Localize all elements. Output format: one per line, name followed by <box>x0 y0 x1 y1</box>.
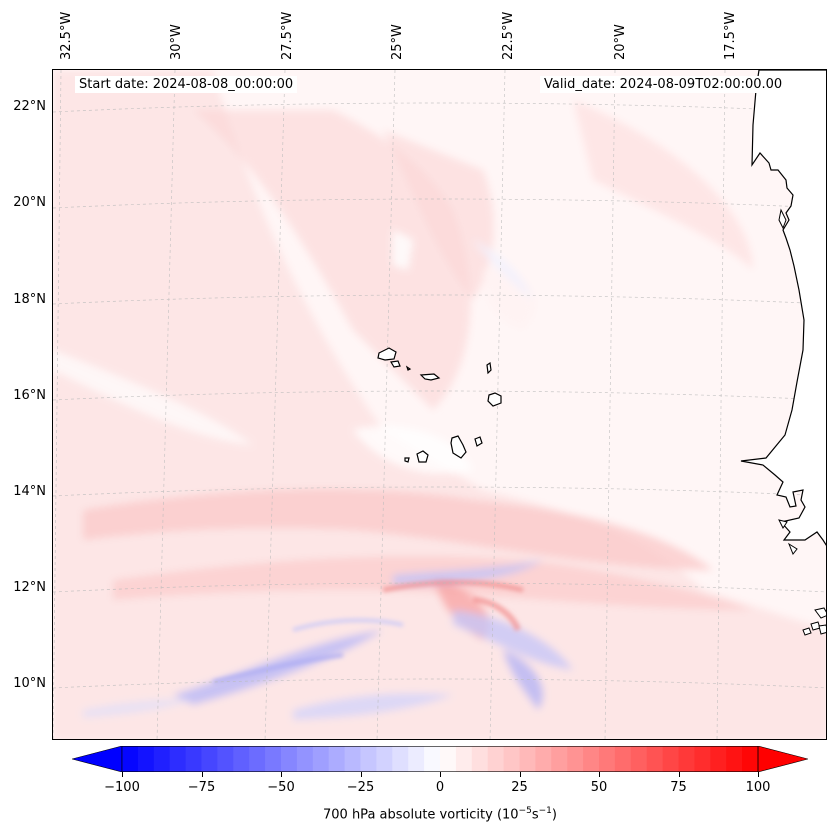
colorbar-segment <box>599 746 616 772</box>
african-coastline <box>740 70 826 636</box>
colorbar <box>70 745 810 773</box>
colorbar-segment <box>614 746 632 772</box>
colorbar-label-exp1: −5 <box>518 806 532 816</box>
colorbar-extend-max <box>757 745 810 773</box>
longitude-label: 20°W <box>613 24 628 60</box>
colorbar-segment <box>742 746 759 772</box>
colorbar-tickmark <box>360 772 362 777</box>
colorbar-tick-label: −100 <box>104 780 140 795</box>
colorbar-segment <box>233 746 250 772</box>
colorbar-segment <box>185 746 202 772</box>
colorbar-segment <box>726 746 743 772</box>
valid-date-label: Valid_date: 2024-08-09T02:00:00.00 <box>540 76 787 93</box>
colorbar-segment <box>567 746 584 772</box>
colorbar-segment <box>646 746 664 772</box>
colorbar-tick-label: −75 <box>187 780 216 795</box>
colorbar-segment <box>296 746 314 772</box>
colorbar-segment <box>360 746 377 772</box>
colorbar-label-exp2: −1 <box>538 806 552 816</box>
colorbar-segment <box>137 746 155 772</box>
colorbar-tick-label: −25 <box>346 780 375 795</box>
colorbar-segment <box>440 746 457 772</box>
colorbar-segment <box>551 746 568 772</box>
colorbar-segment <box>583 746 600 772</box>
colorbar-tick-label: −50 <box>267 780 295 795</box>
colorbar-segment <box>503 746 520 772</box>
colorbar-tickmark <box>122 772 123 777</box>
colorbar-segment <box>424 746 441 772</box>
gridlines <box>53 70 826 739</box>
cape-verde-islands <box>377 347 502 463</box>
colorbar-tick-label: 0 <box>435 780 445 795</box>
colorbar-tickmark <box>678 772 680 777</box>
colorbar-gradient <box>70 745 810 773</box>
colorbar-segment <box>312 746 330 772</box>
colorbar-segment <box>710 746 727 772</box>
colorbar-segment <box>678 746 695 772</box>
colorbar-label-end: ) <box>551 807 557 823</box>
colorbar-tickmark <box>758 772 759 777</box>
colorbar-segment <box>662 746 679 772</box>
longitude-label: 22.5°W <box>501 11 516 60</box>
colorbar-segment <box>122 746 139 772</box>
colorbar-tickmark <box>201 772 203 777</box>
latitude-label: 20°N <box>13 195 46 210</box>
colorbar-tickmark <box>519 772 521 777</box>
colorbar-tick-label: 100 <box>745 780 771 795</box>
latitude-label: 18°N <box>13 292 46 307</box>
colorbar-segment <box>281 746 298 772</box>
colorbar-tickmark <box>599 772 600 777</box>
latitude-label: 16°N <box>13 388 46 403</box>
latitude-label: 22°N <box>13 99 46 114</box>
colorbar-tick-label: 25 <box>511 780 528 795</box>
vorticity-map <box>52 69 827 740</box>
longitude-label: 32.5°W <box>59 11 74 60</box>
longitude-label: 17.5°W <box>723 11 738 60</box>
colorbar-segment <box>694 746 711 772</box>
colorbar-segment <box>455 746 473 772</box>
colorbar-border <box>121 746 759 772</box>
colorbar-segment <box>376 746 393 772</box>
colorbar-extend-min <box>70 745 123 773</box>
colorbar-tickmark <box>440 772 441 777</box>
longitude-label: 30°W <box>169 24 184 60</box>
colorbar-tick-label: 75 <box>670 780 687 795</box>
colorbar-tickmark <box>281 772 282 777</box>
colorbar-segment <box>630 746 648 772</box>
longitude-label: 25°W <box>390 24 405 60</box>
colorbar-label: 700 hPa absolute vorticity (10−5s−1) <box>0 806 837 822</box>
colorbar-segment <box>408 746 425 772</box>
colorbar-segment <box>249 746 266 772</box>
colorbar-segment <box>392 746 409 772</box>
map-canvas <box>53 70 826 739</box>
colorbar-segment <box>217 746 234 772</box>
colorbar-segment <box>265 746 282 772</box>
colorbar-segment <box>328 746 346 772</box>
colorbar-segment <box>535 746 552 772</box>
colorbar-segment <box>344 746 361 772</box>
colorbar-label-text: 700 hPa absolute vorticity (10 <box>323 807 519 823</box>
colorbar-segment <box>471 746 489 772</box>
latitude-label: 12°N <box>13 580 46 595</box>
colorbar-tick-label: 50 <box>590 780 608 795</box>
colorbar-segment <box>201 746 218 772</box>
latitude-label: 14°N <box>13 484 46 499</box>
longitude-label: 27.5°W <box>280 11 295 60</box>
latitude-label: 10°N <box>13 676 46 691</box>
vorticity-field <box>53 70 826 739</box>
colorbar-label-unit: s <box>531 807 539 823</box>
colorbar-segment <box>519 746 536 772</box>
colorbar-segment <box>153 746 171 772</box>
colorbar-segment <box>487 746 505 772</box>
colorbar-segment <box>169 746 187 772</box>
start-date-label: Start date: 2024-08-08_00:00:00 <box>75 76 298 93</box>
